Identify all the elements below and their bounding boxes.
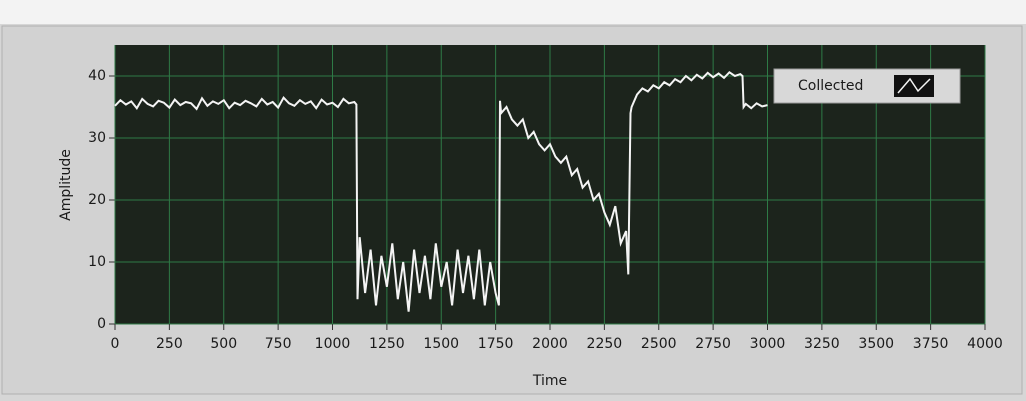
x-tick-label: 2750 bbox=[695, 336, 731, 352]
y-tick-label: 40 bbox=[88, 68, 106, 84]
x-tick-label: 1000 bbox=[315, 336, 351, 352]
x-tick-label: 500 bbox=[210, 336, 237, 352]
legend-label: Collected bbox=[798, 78, 863, 94]
x-tick-label: 1250 bbox=[369, 336, 405, 352]
x-tick-label: 1750 bbox=[478, 336, 514, 352]
y-axis-label: Amplitude bbox=[58, 149, 74, 221]
y-tick-label: 0 bbox=[97, 316, 106, 332]
x-tick-label: 2500 bbox=[641, 336, 677, 352]
x-tick-label: 3500 bbox=[858, 336, 894, 352]
x-tick-label: 3750 bbox=[913, 336, 949, 352]
x-tick-label: 250 bbox=[156, 336, 183, 352]
x-tick-label: 3250 bbox=[804, 336, 840, 352]
x-tick-label: 750 bbox=[265, 336, 292, 352]
x-tick-label: 2250 bbox=[587, 336, 623, 352]
header-bar bbox=[0, 0, 1026, 24]
series-line bbox=[114, 71, 768, 312]
x-tick-label: 0 bbox=[111, 336, 120, 352]
x-axis-label: Time bbox=[532, 373, 567, 389]
legend: Collected bbox=[773, 68, 961, 104]
legend-swatch bbox=[897, 77, 931, 94]
x-tick-label: 2000 bbox=[532, 336, 568, 352]
x-tick-label: 3000 bbox=[750, 336, 786, 352]
y-tick-label: 10 bbox=[88, 254, 106, 270]
y-tick-label: 30 bbox=[88, 130, 106, 146]
x-tick-label: 1500 bbox=[423, 336, 459, 352]
y-tick-label: 20 bbox=[88, 192, 106, 208]
x-tick-label: 4000 bbox=[967, 336, 1003, 352]
